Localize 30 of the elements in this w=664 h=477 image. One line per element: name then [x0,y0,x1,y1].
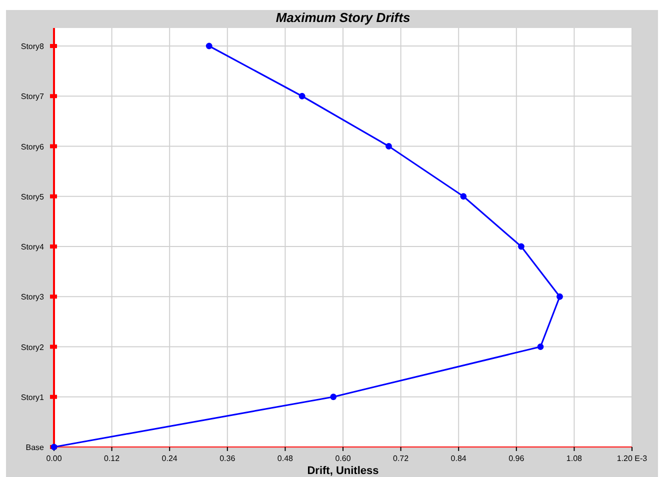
x-tick-label: 0.12 [104,454,120,463]
x-tick-label: 1.20 E-3 [616,454,648,463]
y-tick-label: Story6 [20,142,45,152]
point [537,344,544,350]
point [556,293,563,300]
x-tick-label: 1.08 [566,454,583,463]
x-tick-label: 0.00 [46,454,62,463]
point [386,143,392,150]
y-tick-label: Story5 [20,192,45,202]
x-tick-label: 0.96 [508,454,525,463]
y-tick-label: Story3 [20,292,45,302]
point [298,92,306,100]
y-tick-label: Story7 [20,92,45,102]
point [206,42,212,50]
x-tick-label: 0.60 [335,454,352,463]
x-tick-label: 0.84 [450,454,467,463]
point [518,243,524,250]
chart-title: Maximum Story Drifts [276,10,410,25]
x-tick-label: 0.48 [277,454,294,463]
x-tick-label: 0.36 [220,454,236,463]
y-tick-label: Story4 [20,242,45,252]
y-tick-label: Story2 [20,342,45,352]
y-tick-label: Base [26,443,45,452]
point [460,193,467,200]
y-tick-label: Story8 [20,42,45,51]
y-tick-label: Story1 [20,392,45,402]
point [330,394,337,400]
x-axis-title: Drift, Unitless [307,465,379,477]
x-tick-label: 0.72 [393,454,410,463]
x-tick-label: 0.24 [162,454,178,463]
